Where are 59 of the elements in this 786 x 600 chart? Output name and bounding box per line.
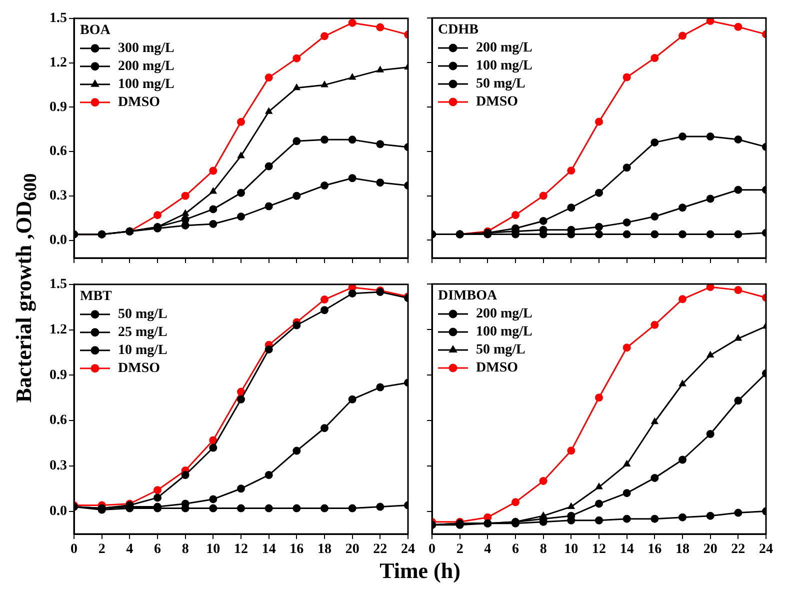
y-tick-label: 1.5 bbox=[50, 277, 67, 292]
x-tick-label: 16 bbox=[648, 542, 662, 558]
y-tick-label: 0.0 bbox=[50, 504, 67, 519]
x-tick-label: 18 bbox=[676, 542, 690, 558]
legend-label: 25 mg/L bbox=[118, 325, 168, 340]
x-tick-label: 4 bbox=[126, 542, 134, 558]
legend-title: MBT bbox=[80, 289, 113, 304]
legend-label: 50 mg/L bbox=[476, 342, 526, 358]
legend-label: DMSO bbox=[476, 94, 518, 110]
legend-title: CDHB bbox=[438, 22, 478, 38]
legend-label: DMSO bbox=[118, 361, 160, 376]
y-tick-label: 1.2 bbox=[50, 322, 67, 338]
y-tick-label: 1.2 bbox=[50, 55, 67, 70]
legend-label: DMSO bbox=[118, 95, 160, 110]
x-tick-label: 24 bbox=[401, 542, 415, 558]
legend-label: 100 mg/L bbox=[476, 58, 532, 74]
x-tick-label: 2 bbox=[98, 542, 106, 558]
x-tick-label: 20 bbox=[703, 542, 718, 558]
legend-label: 200 mg/L bbox=[476, 40, 532, 56]
x-tick-label: 14 bbox=[620, 542, 634, 558]
legend-title: BOA bbox=[80, 23, 112, 38]
legend-label: 200 mg/L bbox=[476, 306, 532, 322]
x-tick-label: 6 bbox=[512, 542, 519, 558]
y-tick-label: 0.0 bbox=[50, 232, 67, 248]
x-tick-label: 20 bbox=[345, 542, 360, 558]
y-tick-label: 0.3 bbox=[50, 188, 67, 204]
x-tick-label: 0 bbox=[428, 542, 436, 558]
y-tick-label: 0.9 bbox=[50, 100, 67, 115]
x-tick-label: 24 bbox=[759, 542, 773, 558]
x-tick-label: 16 bbox=[290, 542, 304, 558]
x-tick-label: 10 bbox=[206, 542, 220, 558]
x-tick-label: 2 bbox=[456, 542, 464, 558]
x-axis-title: Time (h) bbox=[380, 558, 460, 584]
y-tick-label: 0.3 bbox=[50, 458, 67, 474]
legend-label: 200 mg/L bbox=[118, 59, 174, 74]
legend-label: 100 mg/L bbox=[476, 324, 532, 340]
legend-label: 50 mg/L bbox=[118, 307, 168, 322]
x-tick-label: 10 bbox=[564, 542, 578, 558]
legend-label: DMSO bbox=[476, 360, 518, 376]
legend-label: 10 mg/L bbox=[118, 343, 168, 358]
legend-label: 300 mg/L bbox=[118, 41, 174, 56]
legend-label: 50 mg/L bbox=[476, 76, 526, 92]
x-tick-label: 12 bbox=[234, 542, 248, 558]
x-tick-label: 0 bbox=[70, 542, 78, 558]
x-tick-label: 4 bbox=[484, 542, 492, 558]
y-tick-label: 0.6 bbox=[50, 144, 67, 160]
y-tick-label: 0.6 bbox=[50, 413, 67, 428]
legend-title: DIMBOA bbox=[438, 288, 498, 304]
y-tick-label: 1.5 bbox=[50, 11, 67, 26]
x-tick-label: 14 bbox=[262, 542, 276, 558]
x-tick-label: 8 bbox=[540, 542, 547, 558]
x-tick-label: 12 bbox=[592, 542, 606, 558]
x-tick-label: 22 bbox=[731, 542, 746, 558]
x-tick-label: 8 bbox=[182, 542, 189, 558]
x-tick-label: 22 bbox=[373, 542, 388, 558]
x-tick-label: 6 bbox=[154, 542, 161, 558]
x-tick-label: 18 bbox=[318, 542, 332, 558]
y-tick-label: 0.9 bbox=[50, 368, 67, 383]
legend-label: 100 mg/L bbox=[118, 77, 174, 92]
